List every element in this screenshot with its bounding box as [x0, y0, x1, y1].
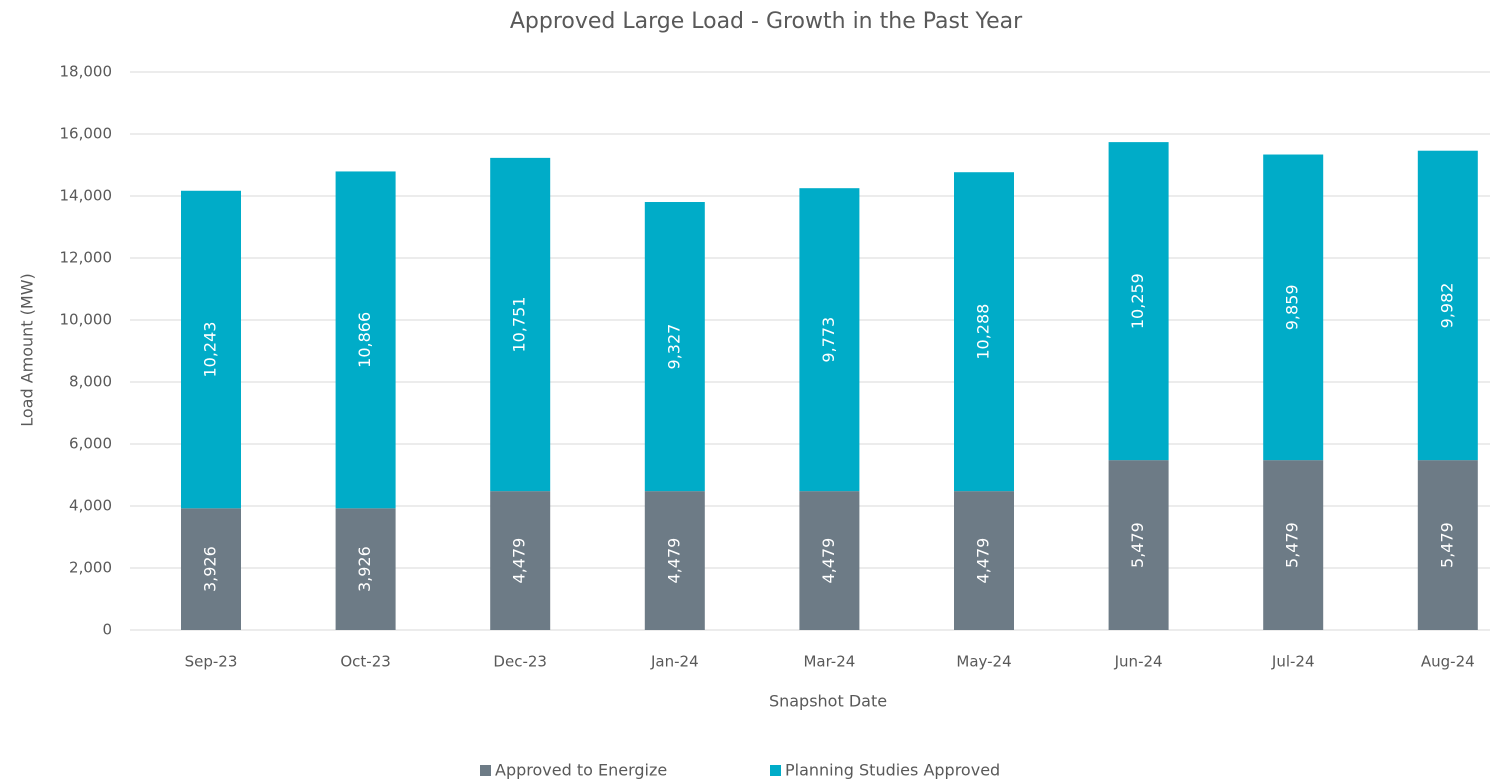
x-tick-label: Oct-23	[340, 653, 390, 671]
x-tick-label: Sep-23	[185, 653, 238, 671]
x-tick-label: Jul-24	[1271, 653, 1315, 671]
x-tick-label: Jun-24	[1114, 653, 1163, 671]
y-tick-label: 0	[102, 621, 112, 639]
bar-segment	[1417, 150, 1478, 461]
data-label: 10,288	[974, 304, 993, 360]
bar-segment	[954, 172, 1014, 492]
data-label: 5,479	[1437, 522, 1456, 568]
y-tick-label: 10,000	[60, 311, 113, 329]
y-tick-label: 6,000	[69, 435, 112, 453]
data-label: 4,479	[664, 538, 683, 584]
y-tick-label: 8,000	[69, 373, 112, 391]
legend-swatch	[480, 765, 491, 776]
data-label: 10,866	[355, 312, 374, 368]
y-tick-label: 12,000	[60, 249, 113, 267]
data-label: 9,982	[1437, 283, 1456, 329]
data-label: 10,259	[1128, 273, 1147, 329]
legend-label: Planning Studies Approved	[785, 761, 1000, 780]
data-label: 10,751	[510, 297, 529, 353]
x-axis-title: Snapshot Date	[769, 692, 887, 711]
y-tick-label: 18,000	[60, 63, 113, 81]
bar-segment	[1108, 142, 1169, 461]
bar-segment	[181, 190, 241, 509]
bar-segment	[181, 508, 241, 630]
data-label: 9,859	[1283, 284, 1302, 330]
legend-label: Approved to Energize	[495, 761, 667, 780]
data-label: 4,479	[510, 538, 529, 584]
bar-segment	[1417, 460, 1478, 630]
legend-swatch	[770, 765, 781, 776]
y-tick-label: 14,000	[60, 187, 113, 205]
data-label: 4,479	[974, 538, 993, 584]
data-label: 9,327	[664, 324, 683, 370]
y-tick-label: 4,000	[69, 497, 112, 515]
bar-segment	[954, 491, 1014, 630]
x-tick-label: Aug-24	[1421, 653, 1475, 671]
bar-segment	[644, 491, 705, 630]
chart-title: Approved Large Load - Growth in the Past…	[510, 9, 1023, 34]
bar-segment	[1108, 460, 1169, 630]
data-label: 3,926	[355, 546, 374, 592]
data-label: 5,479	[1128, 522, 1147, 568]
y-tick-label: 16,000	[60, 125, 113, 143]
bar-segment	[644, 202, 705, 492]
bar-segment	[1263, 460, 1324, 630]
bar-segment	[490, 491, 551, 630]
bar-segment	[799, 491, 860, 630]
x-tick-label: May-24	[956, 653, 1011, 671]
bar-segment	[490, 157, 551, 492]
data-label: 3,926	[201, 546, 220, 592]
data-label: 10,243	[201, 322, 220, 378]
bar-segment	[1263, 154, 1324, 461]
data-label: 9,773	[819, 317, 838, 363]
x-tick-label: Dec-23	[493, 653, 547, 671]
data-label: 5,479	[1283, 522, 1302, 568]
bar-segment	[335, 171, 396, 509]
bar-segment	[335, 508, 396, 630]
data-label: 4,479	[819, 538, 838, 584]
bar-segment	[799, 188, 860, 492]
y-axis-title: Load Amount (MW)	[18, 273, 37, 427]
y-tick-label: 2,000	[69, 559, 112, 577]
x-tick-label: Jan-24	[650, 653, 699, 671]
x-tick-label: Mar-24	[803, 653, 855, 671]
